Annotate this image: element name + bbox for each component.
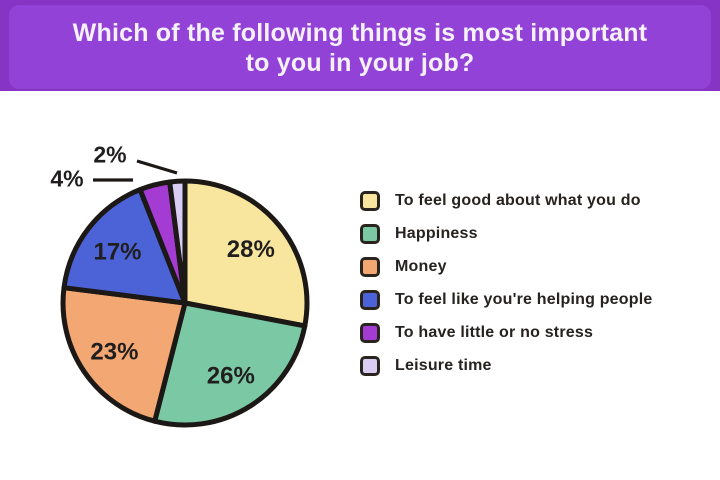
pie-chart: 28% 26% 23% 17% 4% 2% [20, 125, 350, 455]
pie-slice [152, 300, 308, 428]
legend-item-label: To feel good about what you do [395, 192, 641, 209]
pie-slice [167, 178, 188, 306]
pie-slice-percent-label: 4% [50, 165, 83, 191]
legend-item-label: To feel like you're helping people [395, 291, 653, 308]
pie-slice-percent-label: 26% [207, 363, 255, 390]
pie-chart-svg: 28% 26% 23% 17% 4% 2% [50, 141, 310, 428]
legend-item: Happiness [360, 224, 652, 244]
pie-slice-percent-label: 28% [227, 236, 275, 263]
legend-item: To feel like you're helping people [360, 290, 652, 310]
legend-swatch [360, 191, 380, 211]
pie-slice [61, 187, 188, 306]
legend-item-label: Money [395, 258, 447, 275]
legend-swatch [360, 323, 380, 343]
header-banner: Which of the following things is most im… [0, 0, 720, 91]
legend-swatch [360, 290, 380, 310]
pie-slice-percent-label: 17% [93, 238, 141, 265]
legend-item: Money [360, 257, 652, 277]
pie-slice [60, 285, 188, 424]
page-title: Which of the following things is most im… [72, 19, 648, 77]
legend-item: To have little or no stress [360, 323, 652, 343]
legend-item: Leisure time [360, 356, 652, 376]
legend-item-label: Happiness [395, 225, 478, 242]
callout-leader-line [136, 159, 178, 175]
pie-slice [182, 178, 310, 329]
legend-item: To feel good about what you do [360, 191, 652, 211]
legend-swatch [360, 356, 380, 376]
legend-swatch [360, 257, 380, 277]
pie-slice-percent-label: 2% [93, 141, 126, 167]
header-banner-panel: Which of the following things is most im… [9, 5, 711, 89]
legend: To feel good about what you do Happiness M… [360, 191, 652, 376]
legend-swatch [360, 224, 380, 244]
pie-slice-percent-label: 23% [90, 339, 138, 366]
legend-item-label: Leisure time [395, 357, 492, 374]
legend-item-label: To have little or no stress [395, 324, 594, 341]
